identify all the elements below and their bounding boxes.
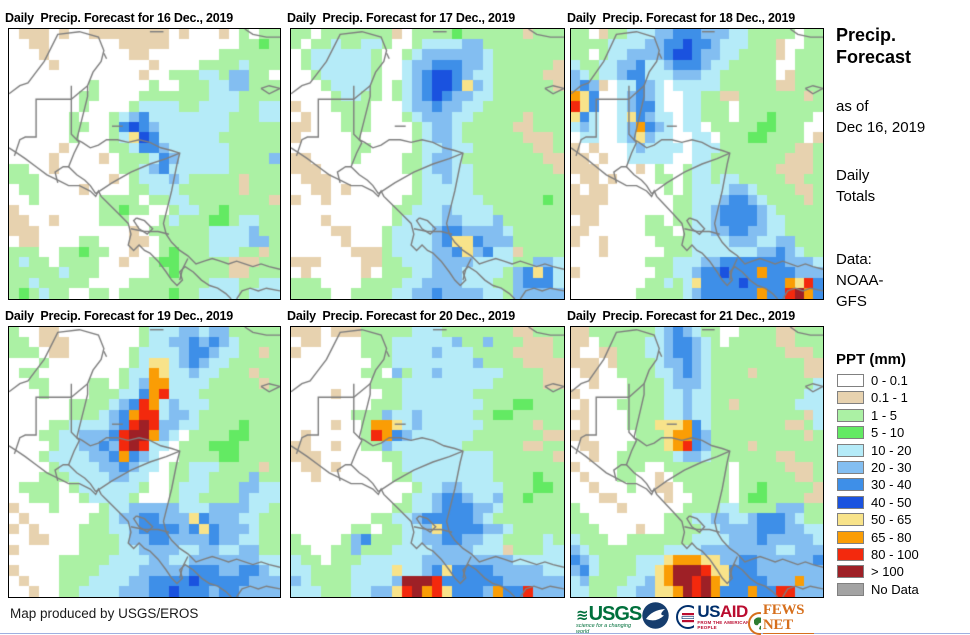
legend-label: 40 - 50 [871, 494, 912, 510]
legend-swatch [837, 443, 864, 457]
legend-label: 65 - 80 [871, 529, 912, 545]
sidebar-title-line1: Precip. [836, 25, 897, 45]
forecast-map-21dec [570, 326, 824, 598]
forecast-map-19dec [8, 326, 281, 598]
legend-swatch [837, 565, 864, 579]
noaa-seal-icon [642, 602, 669, 629]
map-panel-title-18dec: Daily Precip. Forecast for 18 Dec., 2019 [567, 11, 796, 25]
map-panel-title-19dec: Daily Precip. Forecast for 19 Dec., 2019 [5, 309, 234, 323]
sidebar-data-line1: Data: [836, 251, 872, 268]
map-panel-title-20dec: Daily Precip. Forecast for 20 Dec., 2019 [287, 309, 516, 323]
forecast-map-20dec [290, 326, 565, 598]
legend-label: No Data [871, 581, 919, 597]
legend-swatch [837, 408, 864, 422]
usaid-tagline: FROM THE AMERICAN PEOPLE [697, 620, 750, 630]
legend-swatch [837, 426, 864, 440]
sidebar-data-line3: GFS [836, 293, 867, 310]
sidebar-asof-line1: as of [836, 98, 869, 115]
fewsnet-globe-icon [748, 612, 761, 635]
legend-label: > 100 [871, 564, 904, 580]
fewsnet-logo-text: FEWS NET [762, 602, 805, 633]
legend-swatch [837, 495, 864, 509]
usgs-tagline: science for a changing world [576, 623, 632, 635]
legend-label: 10 - 20 [871, 442, 912, 458]
legend-swatch [837, 582, 864, 596]
usaid-logo-text: USAID [697, 602, 748, 621]
map-panel-title-17dec: Daily Precip. Forecast for 17 Dec., 2019 [287, 11, 516, 25]
legend-label: 50 - 65 [871, 512, 912, 528]
sidebar-totals-line1: Daily [836, 167, 870, 184]
legend-title: PPT (mm) [836, 351, 907, 368]
forecast-map-17dec [290, 28, 565, 300]
sidebar-data-line2: NOAA- [836, 272, 884, 289]
sidebar-title-line2: Forecast [836, 47, 912, 67]
map-panel-title-21dec: Daily Precip. Forecast for 21 Dec., 2019 [567, 309, 796, 323]
legend-swatch [837, 530, 864, 544]
noaa-logo [642, 602, 669, 634]
usgs-logo: ≋USGS science for a changing world [576, 603, 643, 635]
legend-label: 5 - 10 [871, 425, 905, 441]
map-panel-title-16dec: Daily Precip. Forecast for 16 Dec., 2019 [5, 11, 234, 25]
sidebar-totals-line2: Totals [836, 188, 876, 205]
legend-swatch [837, 547, 864, 561]
legend-label: 20 - 30 [871, 459, 912, 475]
legend-label: 0.1 - 1 [871, 390, 908, 406]
usaid-logo: USAID FROM THE AMERICAN PEOPLE [676, 603, 753, 630]
legend-swatch [837, 478, 864, 492]
fewsnet-logo: FEWS NET FAMINE EARLY WARNING SYSTEMS NE… [748, 602, 815, 635]
legend-swatch [837, 513, 864, 527]
sidebar-asof-line2: Dec 16, 2019 [836, 119, 926, 136]
legend-label: 0 - 0.1 [871, 373, 908, 388]
forecast-map-16dec [8, 28, 281, 300]
bottom-rule [0, 633, 970, 634]
usgs-logo-text: USGS [588, 603, 643, 625]
usgs-wave-icon: ≋ [576, 607, 589, 624]
legend-label: 30 - 40 [871, 477, 912, 493]
credit-text: Map produced by USGS/EROS [10, 606, 199, 621]
legend-swatch [837, 460, 864, 474]
forecast-map-18dec [570, 28, 824, 300]
legend-swatch [837, 391, 864, 405]
legend-label: 1 - 5 [871, 407, 898, 423]
legend-label: 80 - 100 [871, 546, 919, 562]
usaid-seal-icon [676, 604, 695, 629]
legend-swatch [837, 374, 864, 387]
